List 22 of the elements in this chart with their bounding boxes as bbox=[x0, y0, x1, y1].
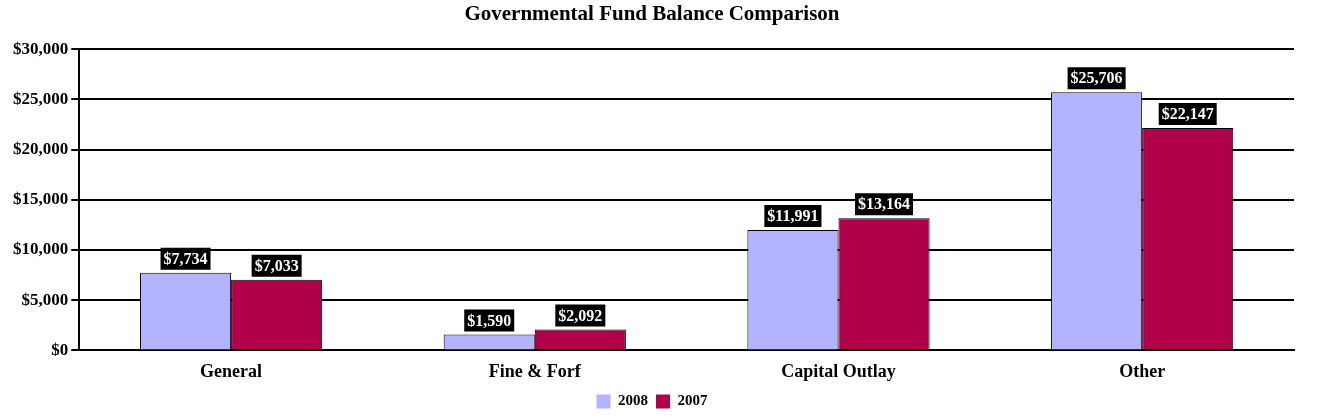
data-label: $25,706 bbox=[1070, 69, 1123, 87]
x-tick-label: Capital Outlay bbox=[781, 360, 896, 381]
y-tick-label: $15,000 bbox=[13, 189, 69, 209]
data-label: $2,092 bbox=[558, 306, 603, 324]
y-tick-label: $5,000 bbox=[21, 289, 69, 309]
y-tick-label: $20,000 bbox=[13, 138, 69, 158]
legend-label: 2007 bbox=[677, 392, 708, 409]
y-tick-label: $10,000 bbox=[13, 239, 69, 259]
legend-label: 2008 bbox=[618, 392, 648, 409]
data-label: $1,590 bbox=[467, 311, 512, 329]
x-tick-label: General bbox=[200, 360, 263, 381]
x-tick-label: Other bbox=[1119, 360, 1166, 381]
y-tick-label: $30,000 bbox=[13, 38, 69, 58]
x-tick-label: Fine & Forf bbox=[488, 360, 582, 381]
chart-title: Governmental Fund Balance Comparison bbox=[464, 1, 840, 26]
y-tick-label: $25,000 bbox=[13, 88, 69, 108]
data-label: $22,147 bbox=[1161, 105, 1214, 123]
data-label: $7,033 bbox=[254, 256, 299, 274]
data-label: $13,164 bbox=[858, 195, 911, 213]
y-tick-label: $0 bbox=[51, 339, 69, 359]
data-label: $11,991 bbox=[767, 207, 819, 225]
data-label: $7,734 bbox=[163, 249, 208, 267]
